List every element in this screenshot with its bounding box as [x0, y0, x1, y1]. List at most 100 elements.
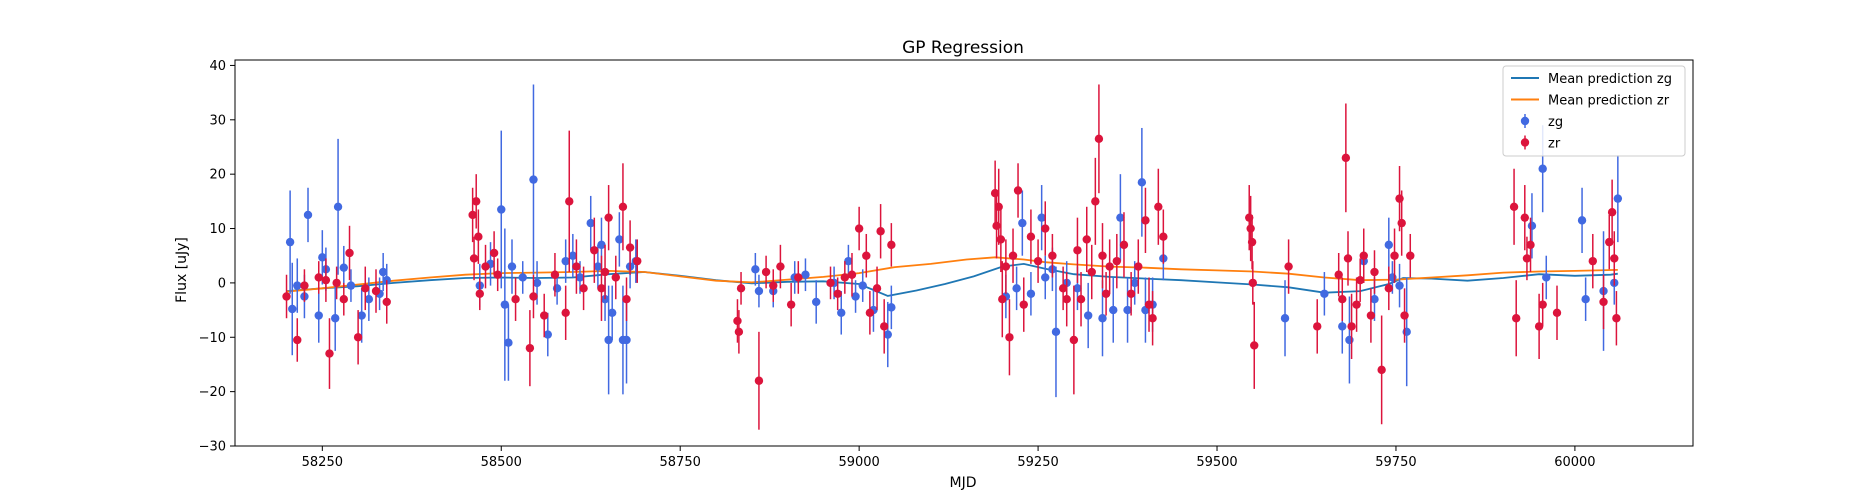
data-point-zr	[786, 282, 796, 327]
data-point-zg	[1109, 277, 1118, 343]
data-point-zr	[1159, 209, 1168, 264]
data-point-zr	[1062, 272, 1071, 327]
data-point-zg	[529, 84, 538, 275]
data-point-zr	[1509, 168, 1519, 245]
marker	[1542, 273, 1551, 282]
data-point-zr	[1552, 285, 1562, 340]
data-point-zr	[361, 266, 370, 311]
marker	[500, 300, 510, 309]
data-point-zg	[1012, 266, 1021, 311]
data-point-zr	[579, 266, 588, 311]
data-point-zr	[353, 310, 363, 365]
data-point-zg	[303, 187, 313, 243]
marker	[887, 303, 896, 312]
marker	[847, 270, 857, 279]
data-point-zg	[1280, 280, 1290, 357]
marker	[339, 295, 348, 304]
x-axis: 58250 58500 58750 59000 59250 59500 59750 60000	[302, 446, 1596, 470]
marker	[1076, 295, 1086, 304]
data-point-zg	[586, 195, 595, 251]
data-point-zg	[1320, 272, 1329, 316]
marker	[769, 281, 778, 290]
marker	[314, 311, 323, 320]
data-point-zg	[339, 245, 348, 290]
x-axis-label: MJD	[950, 475, 977, 491]
y-tick-label: 10	[209, 222, 226, 237]
marker	[736, 284, 746, 293]
data-point-zr	[862, 233, 871, 278]
marker	[600, 267, 610, 277]
data-point-zg	[1026, 272, 1036, 316]
marker	[1026, 289, 1036, 298]
marker	[371, 286, 381, 296]
legend-entry-zr: zr	[1520, 135, 1561, 152]
marker	[568, 251, 578, 260]
data-point-zr	[1520, 185, 1529, 251]
marker	[1019, 300, 1028, 309]
data-point-zr	[1148, 291, 1157, 346]
data-point-zg	[1384, 217, 1394, 273]
data-point-zr	[325, 318, 334, 389]
data-point-zr	[1112, 233, 1122, 289]
data-point-zr	[776, 244, 785, 289]
data-point-zg	[887, 285, 896, 330]
data-point-zr	[736, 272, 746, 305]
series-line-zr	[286, 256, 1618, 293]
marker	[1001, 262, 1011, 271]
data-point-zr	[794, 261, 803, 294]
marker	[314, 273, 323, 282]
marker	[1247, 237, 1257, 247]
marker	[1512, 314, 1521, 323]
legend-label: zr	[1548, 137, 1561, 152]
data-point-zg	[1123, 277, 1132, 343]
marker	[293, 281, 302, 290]
data-point-zg	[293, 258, 302, 313]
legend-label: zg	[1548, 115, 1563, 130]
data-point-zr	[1058, 266, 1068, 311]
data-point-zr	[1538, 282, 1547, 327]
data-point-zg	[1051, 266, 1061, 398]
data-point-zr	[618, 163, 628, 251]
marker	[1082, 235, 1091, 244]
data-point-zg	[1395, 263, 1404, 308]
marker	[1395, 194, 1404, 203]
marker	[1527, 221, 1537, 231]
data-point-zr	[1005, 299, 1014, 376]
marker	[321, 275, 331, 285]
data-point-zr	[1250, 301, 1259, 389]
data-point-zr	[1026, 209, 1036, 264]
marker	[1284, 262, 1293, 271]
data-point-zr	[865, 291, 875, 335]
data-point-zg	[543, 312, 552, 357]
legend-marker-swatch	[1520, 138, 1530, 147]
marker	[511, 295, 520, 304]
data-point-zg	[504, 304, 513, 381]
data-point-zr	[754, 331, 764, 430]
marker	[518, 273, 527, 282]
data-point-zr	[633, 239, 642, 283]
marker	[525, 343, 535, 353]
data-point-zr	[1607, 179, 1617, 245]
data-point-zr	[611, 255, 620, 300]
marker	[1370, 267, 1379, 277]
data-point-zr	[511, 277, 520, 321]
legend-box	[1502, 65, 1686, 157]
marker	[733, 316, 742, 326]
marker	[474, 232, 483, 241]
marker	[353, 333, 363, 342]
marker	[1048, 251, 1057, 260]
data-point-zr	[382, 280, 391, 324]
data-point-zr	[472, 174, 481, 229]
marker	[1098, 314, 1107, 323]
marker	[472, 197, 481, 206]
marker	[1343, 254, 1353, 263]
data-point-zr	[572, 239, 581, 294]
marker	[572, 262, 581, 271]
data-point-zr	[1366, 288, 1376, 343]
data-point-zg	[837, 291, 846, 335]
marker	[1612, 314, 1621, 323]
marker	[507, 262, 517, 271]
marker	[1013, 186, 1023, 195]
x-tick-label: 59500	[1196, 455, 1237, 470]
legend: Mean prediction zg Mean prediction zr zg zr	[1502, 65, 1686, 157]
